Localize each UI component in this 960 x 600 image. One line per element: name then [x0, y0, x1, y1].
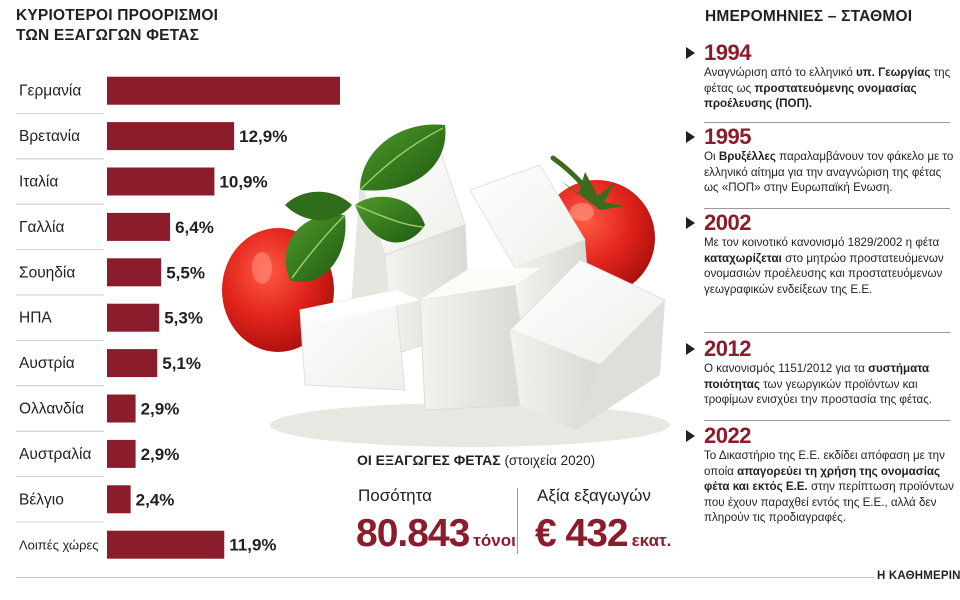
bar: [107, 349, 158, 378]
timeline-text-run: Ο κανονισμός 1151/2012 για τα: [704, 362, 869, 375]
category-label: Λοιπές χώρες: [19, 538, 99, 553]
arrow-right-icon: [686, 47, 695, 59]
feta-cube: [419, 268, 540, 411]
timeline-text-run: της φέτας ως: [704, 66, 951, 95]
exports-title: ΟΙ ΕΞΑΓΩΓΕΣ ΦΕΤΑΣ (στοιχεία 2020): [357, 452, 595, 468]
arrow-right-icon: [686, 430, 695, 442]
bar: [107, 439, 136, 468]
value-label: 5,1%: [162, 354, 201, 373]
timeline-text-bold: απαγορεύει τη χρήση της ονομασίας φέτα κ…: [704, 464, 941, 494]
timeline-text-run: των γεωργικών προϊόντων και τροφίμων ενι…: [704, 377, 933, 407]
shadow: [270, 403, 670, 447]
timeline-divider: [704, 122, 950, 123]
timeline-year: 1995: [704, 124, 751, 149]
timeline-text: Οι Βρυξέλλες παραλαμβάνουν τον φάκελο με…: [704, 149, 954, 196]
timeline-text: Το Δικαστήριο της Ε.Ε. εκδίδει απόφαση μ…: [704, 448, 954, 526]
arrow-right-icon: [686, 343, 695, 355]
publication-brand: Η ΚΑΘΗΜΕΡΙΝΗ: [877, 570, 960, 582]
bar: [107, 394, 136, 423]
timeline-text-run: στην περίπτωση προϊόντων που έχουν παραχ…: [704, 480, 954, 524]
timeline-text-run: παραλαμβάνουν τον φάκελο με το ελληνικό …: [704, 150, 954, 194]
exports-title-text: ΟΙ ΕΞΑΓΩΓΕΣ ΦΕΤΑΣ: [357, 452, 501, 468]
bar: [107, 212, 171, 241]
category-label: Γερμανία: [19, 83, 81, 100]
arrow-right-icon: [686, 131, 695, 143]
feta-cube: [509, 259, 666, 430]
bar: [107, 76, 340, 105]
value-label: 2,9%: [141, 400, 180, 419]
bar: [107, 485, 131, 514]
timeline-divider: [704, 208, 950, 209]
timeline-text-bold: προστατευόμενης ονομασίας προέλευσης (ΠΟ…: [704, 81, 917, 111]
category-label: Αυστραλία: [19, 446, 91, 463]
export-value: € 432 εκατ.: [535, 512, 671, 556]
bar: [107, 122, 235, 151]
timeline-text: Ο κανονισμός 1151/2012 για τα συστήματα …: [704, 361, 954, 408]
timeline-divider: [704, 420, 950, 421]
quantity-number: 80.843: [356, 512, 470, 555]
basil-leaf-icon: [285, 214, 346, 282]
timeline-text-run: Το Δικαστήριο της Ε.Ε. εκδίδει απόφαση μ…: [704, 449, 945, 478]
timeline-year: 1994: [704, 40, 751, 65]
value-label: 2,9%: [141, 445, 180, 464]
bar: [107, 303, 160, 332]
timeline-year: 2002: [704, 210, 751, 235]
quantity-value: 80.843 τόνοι: [356, 512, 516, 556]
value-label: 11,9%: [229, 536, 276, 555]
value-label: 5,5%: [166, 263, 205, 282]
category-label: ΗΠΑ: [19, 310, 52, 327]
bar: [107, 530, 225, 559]
timeline-text-bold: υπ. Γεωργίας: [856, 66, 931, 79]
quantity-unit: τόνοι: [473, 531, 516, 550]
exports-subtitle: (στοιχεία 2020): [504, 453, 596, 468]
category-label: Βρετανία: [19, 128, 80, 145]
category-label: Σουηδία: [19, 264, 75, 281]
timeline-text-run: Αναγνώριση από το ελληνικό: [704, 66, 857, 79]
category-label: Ολλανδία: [19, 401, 84, 418]
timeline-divider: [704, 332, 950, 333]
category-label: Γαλλία: [19, 219, 64, 236]
timeline-text-bold: συστήματα ποιότητας: [704, 362, 930, 391]
basil-leaf-icon: [359, 124, 446, 191]
category-label: Ιταλία: [19, 174, 58, 191]
timeline-text: Αναγνώριση από το ελληνικό υπ. Γεωργίας …: [704, 65, 954, 112]
footer-line: [16, 577, 874, 578]
bar: [107, 258, 162, 287]
value-label: 12,9%: [239, 127, 287, 146]
basil-leaf-icon: [354, 196, 425, 243]
category-label: Αυστρία: [19, 355, 75, 372]
timeline-title: ΗΜΕΡΟΜΗΝΙΕΣ – ΣΤΑΘΜΟΙ: [705, 8, 913, 25]
category-label: Βέλγιο: [19, 491, 64, 508]
timeline-text-run: στο μητρώο προστατευόμενων ονομασιών προ…: [704, 251, 944, 296]
value-label: 5,3%: [164, 309, 203, 328]
value-label: 6,4%: [175, 218, 214, 237]
chart-title-line-2: ΤΩΝ ΕΞΑΓΩΓΩΝ ΦΕΤΑΣ: [16, 27, 200, 44]
timeline-text-bold: Βρυξέλλες: [718, 150, 776, 163]
export-value-number: € 432: [535, 512, 629, 555]
quantity-label: Ποσότητα: [358, 486, 432, 505]
export-value-label: Αξία εξαγωγών: [537, 486, 651, 505]
value-label: 10,9%: [219, 173, 267, 192]
bar: [107, 167, 215, 196]
export-value-unit: εκατ.: [631, 531, 672, 550]
feta-cube: [299, 289, 420, 391]
timeline-text-run: Οι: [704, 150, 719, 163]
timeline-year: 2022: [704, 423, 751, 448]
basil-leaf-icon: [285, 191, 352, 220]
value-label: 2,4%: [136, 490, 175, 509]
arrow-right-icon: [686, 217, 695, 229]
chart-title: ΚΥΡΙΟΤΕΡΟΙ ΠΡΟΟΡΙΣΜΟΙ ΤΩΝ ΕΞΑΓΩΓΩΝ ΦΕΤΑΣ: [16, 6, 336, 46]
bar-chart: Γερμανία34,2%Βρετανία12,9%Ιταλία10,9%Γαλ…: [16, 76, 340, 559]
exports-divider: [517, 488, 518, 554]
timeline-text-bold: καταχωρίζεται: [704, 251, 782, 265]
timeline-text: Με τον κοινοτικό κανονισμό 1829/2002 η φ…: [704, 235, 954, 297]
chart-title-line-1: ΚΥΡΙΟΤΕΡΟΙ ΠΡΟΟΡΙΣΜΟΙ: [16, 7, 219, 24]
timeline-year: 2012: [704, 336, 751, 361]
timeline-text-run: Με τον κοινοτικό κανονισμό 1829/2002 η φ…: [704, 236, 940, 249]
